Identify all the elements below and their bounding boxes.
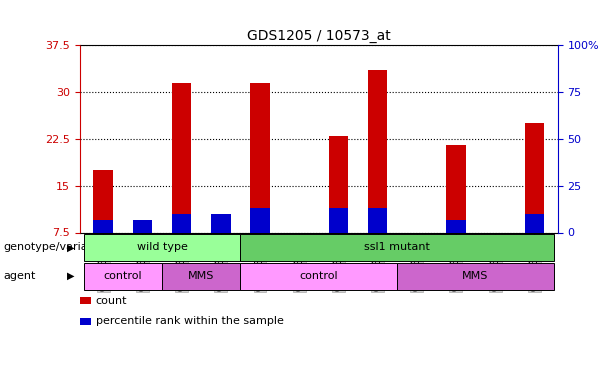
Bar	[329, 207, 348, 232]
Bar	[93, 170, 113, 232]
Text: wild type: wild type	[137, 243, 188, 252]
Text: percentile rank within the sample: percentile rank within the sample	[96, 316, 283, 326]
Bar	[93, 220, 113, 232]
Bar	[525, 214, 544, 232]
Text: ssl1 mutant: ssl1 mutant	[364, 243, 430, 252]
Text: MMS: MMS	[188, 271, 215, 281]
Bar	[211, 217, 230, 232]
Text: agent: agent	[3, 271, 36, 281]
Text: control: control	[299, 271, 338, 281]
Bar	[172, 214, 191, 232]
Text: control: control	[104, 271, 142, 281]
Bar	[250, 82, 270, 232]
Bar	[368, 70, 387, 232]
Bar	[368, 207, 387, 232]
Bar	[525, 123, 544, 232]
Bar	[329, 136, 348, 232]
Bar	[446, 220, 466, 232]
Bar	[211, 214, 230, 232]
Text: genotype/variation: genotype/variation	[3, 243, 109, 252]
Text: ▶: ▶	[67, 271, 74, 281]
Bar	[172, 82, 191, 232]
Text: MMS: MMS	[462, 271, 489, 281]
Bar	[250, 207, 270, 232]
Bar	[132, 220, 152, 232]
Text: count: count	[96, 296, 127, 306]
Bar	[446, 145, 466, 232]
Title: GDS1205 / 10573_at: GDS1205 / 10573_at	[247, 28, 390, 43]
Text: ▶: ▶	[67, 243, 74, 252]
